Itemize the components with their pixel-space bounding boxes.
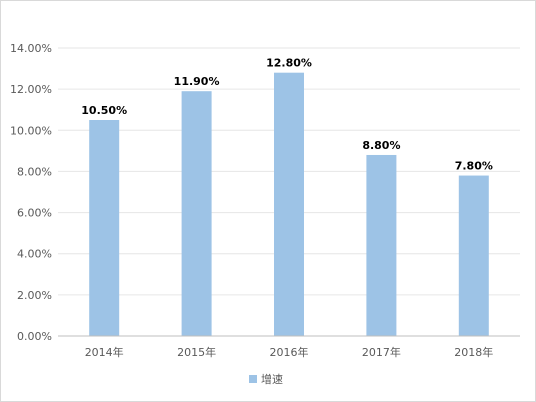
y-tick-label: 14.00%	[10, 42, 52, 55]
bar	[274, 72, 304, 336]
data-label: 8.80%	[362, 139, 400, 152]
x-tick-label: 2015年	[177, 345, 216, 359]
y-tick-label: 10.00%	[10, 124, 52, 137]
legend-swatch	[249, 375, 257, 383]
y-tick-label: 6.00%	[17, 207, 52, 220]
y-tick-label: 12.00%	[10, 83, 52, 96]
x-axis-ticks: 2014年 2015年 2016年 2017年 2018年	[85, 345, 494, 359]
data-label: 10.50%	[81, 104, 127, 117]
data-label: 12.80%	[266, 57, 312, 70]
y-tick-label: 8.00%	[17, 165, 52, 178]
y-axis-ticks: 0.00% 2.00% 4.00% 6.00% 8.00% 10.00% 12.00% 14.…	[10, 42, 52, 343]
legend-label: 增速	[261, 372, 283, 386]
bars	[89, 72, 489, 336]
bar	[366, 154, 397, 336]
y-tick-label: 0.00%	[17, 330, 52, 343]
x-tick-label: 2018年	[454, 345, 493, 359]
y-tick-label: 4.00%	[17, 248, 52, 261]
bar	[181, 91, 212, 336]
bar	[89, 120, 120, 336]
y-tick-label: 2.00%	[17, 289, 52, 302]
x-tick-label: 2016年	[270, 345, 309, 359]
data-labels: 10.50% 11.90% 12.80% 8.80% 7.80%	[81, 57, 493, 173]
data-label: 11.90%	[174, 75, 220, 88]
x-tick-label: 2014年	[85, 345, 124, 359]
x-tick-label: 2017年	[362, 345, 401, 359]
data-label: 7.80%	[455, 160, 493, 173]
legend: 增速	[249, 372, 283, 386]
bar	[458, 175, 489, 336]
